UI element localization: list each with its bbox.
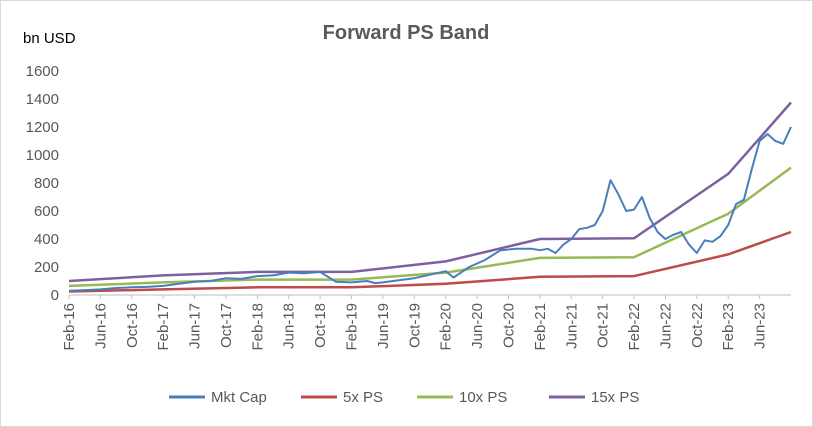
y-tick-label: 1400 [26, 91, 59, 108]
series-line-mkt-cap [68, 126, 792, 292]
y-tick-label: 1000 [26, 147, 59, 164]
y-tick-label: 800 [34, 175, 59, 192]
x-tick-label: Oct-18 [312, 303, 329, 348]
x-tick-label: Jun-16 [92, 303, 109, 349]
y-tick-label: 600 [34, 203, 59, 220]
x-tick-label: Oct-17 [218, 303, 235, 348]
y-tick-label: 400 [34, 231, 59, 248]
y-tick-label: 0 [51, 287, 59, 304]
x-tick-label: Jun-22 [657, 303, 674, 349]
y-tick-label: 200 [34, 259, 59, 276]
x-tick-label: Jun-20 [469, 303, 486, 349]
x-tick-label: Jun-21 [563, 303, 580, 349]
x-tick-label: Feb-19 [344, 303, 361, 351]
x-tick-label: Feb-16 [61, 303, 78, 351]
x-tick-label: Feb-23 [720, 303, 737, 351]
series-line-10x-ps [68, 166, 792, 288]
x-tick-label: Oct-20 [500, 303, 517, 348]
x-tick-label: Jun-18 [281, 303, 298, 349]
x-tick-label: Oct-21 [595, 303, 612, 348]
legend-label: 5x PS [343, 389, 383, 406]
y-tick-label: 1600 [26, 63, 59, 80]
x-tick-label: Feb-18 [249, 303, 266, 351]
x-tick-label: Oct-22 [689, 303, 706, 348]
x-axis-ticks: Feb-16 Jun-16 Oct-16 Feb-17 Jun-17 Oct-17 Feb-… [61, 295, 769, 351]
legend-label: 15x PS [591, 389, 639, 406]
legend-label: 10x PS [459, 389, 507, 406]
y-axis-ticks: 0 200 400 600 800 1000 1200 1400 1600 [26, 63, 59, 304]
series-line-15x-ps [68, 101, 792, 283]
x-tick-label: Feb-17 [155, 303, 172, 351]
x-tick-label: Jun-17 [187, 303, 204, 349]
chart-title: Forward PS Band [323, 22, 490, 44]
x-tick-label: Feb-20 [438, 303, 455, 351]
x-tick-label: Feb-22 [626, 303, 643, 351]
y-tick-label: 1200 [26, 119, 59, 136]
x-tick-label: Jun-23 [752, 303, 769, 349]
y-unit-label: bn USD [23, 30, 76, 47]
series-lines [68, 101, 792, 293]
legend-label: Mkt Cap [211, 389, 267, 406]
x-tick-label: Jun-19 [375, 303, 392, 349]
legend: Mkt Cap 5x PS 10x PS 15x PS [169, 389, 639, 406]
x-tick-label: Oct-19 [406, 303, 423, 348]
series-line-5x-ps [68, 230, 792, 293]
x-tick-label: Feb-21 [532, 303, 549, 351]
x-tick-label: Oct-16 [124, 303, 141, 348]
